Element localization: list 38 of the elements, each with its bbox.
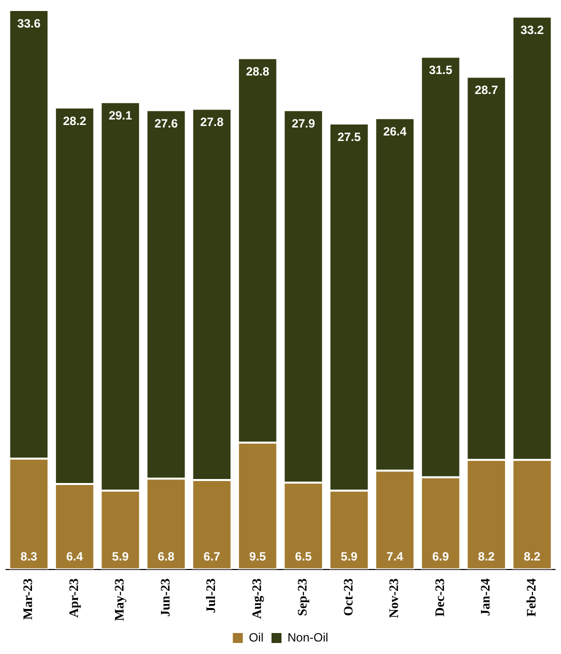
data-label: 33.2: [520, 22, 544, 37]
data-label: 27.9: [292, 116, 316, 130]
data-label: 29.1: [108, 108, 132, 122]
x-tick-label: Nov-23: [386, 578, 402, 618]
data-label: 28.8: [246, 64, 270, 78]
x-tick-label: Jul-23: [203, 578, 218, 614]
data-label: 7.4: [386, 550, 404, 564]
legend-label: Oil: [248, 630, 264, 644]
x-tick-label: Dec-23: [432, 578, 447, 617]
x-tick-label: Feb-24: [523, 578, 538, 617]
data-label: 5.9: [340, 550, 358, 564]
data-label: 6.8: [158, 550, 175, 564]
data-label: 9.5: [249, 550, 266, 564]
legend-label: Non-Oil: [287, 630, 328, 644]
data-label: 8.3: [20, 550, 38, 564]
data-label: 6.4: [66, 550, 84, 564]
x-tick-label: Sep-23: [294, 578, 310, 616]
data-label: 31.5: [428, 63, 453, 78]
x-tick-label: Aug-23: [248, 578, 264, 619]
data-label: 8.2: [524, 550, 541, 564]
x-tick-label: Jun-23: [157, 578, 172, 617]
x-tick-label: Mar-23: [20, 578, 36, 620]
data-label: 33.6: [17, 16, 41, 30]
data-label: 8.2: [478, 550, 496, 564]
data-label: 27.8: [200, 115, 224, 130]
data-label: 6.9: [432, 550, 450, 564]
data-label: 28.2: [62, 114, 87, 128]
x-tick-label: Oct-23: [340, 578, 356, 616]
data-label: 6.5: [295, 550, 312, 564]
x-tick-label: May-23: [112, 578, 127, 622]
data-label: 27.5: [337, 130, 362, 144]
data-label: 27.6: [154, 116, 178, 130]
data-label: 5.9: [112, 550, 130, 564]
x-tick-label: Jan-24: [478, 578, 493, 616]
data-label: 28.7: [474, 83, 498, 98]
x-tick-label: Apr-23: [66, 578, 81, 618]
data-label: 6.7: [204, 550, 221, 564]
data-label: 26.4: [383, 124, 407, 138]
